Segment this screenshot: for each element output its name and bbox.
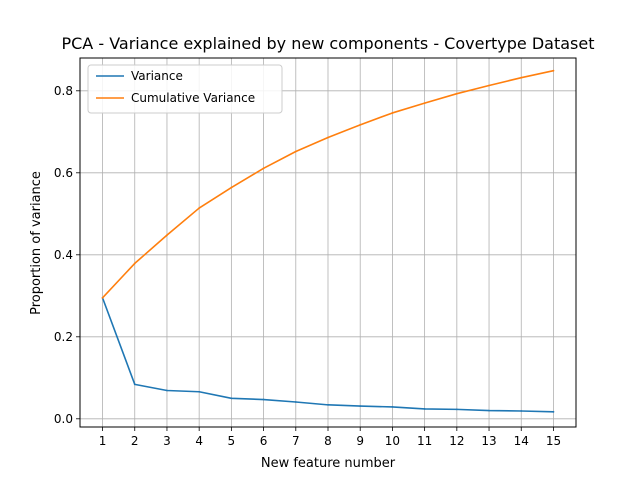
y-axis-label: Proportion of variance: [29, 171, 44, 315]
data-point: [391, 406, 394, 408]
x-tick-label: 11: [417, 434, 432, 448]
data-point: [520, 76, 523, 79]
data-point: [166, 234, 168, 237]
x-tick-label: 15: [546, 434, 561, 448]
data-point: [262, 398, 265, 401]
y-tick-label: 0.4: [54, 248, 73, 262]
data-point: [488, 409, 490, 412]
x-tick-label: 1: [99, 434, 107, 448]
legend: Variance Cumulative Variance: [87, 64, 283, 114]
data-point: [101, 296, 104, 299]
y-tick-label: 0.0: [54, 412, 73, 426]
x-tick-label: 7: [292, 434, 300, 448]
data-point: [423, 102, 426, 104]
data-point: [488, 84, 490, 87]
series-lines: [101, 69, 555, 413]
legend-box: [87, 64, 283, 114]
x-tick-label: 13: [481, 434, 496, 448]
data-point: [391, 112, 394, 114]
data-point: [552, 69, 555, 72]
data-point: [520, 410, 523, 412]
x-tick-label: 4: [195, 434, 203, 448]
data-point: [423, 408, 426, 410]
data-point: [133, 262, 136, 265]
data-point: [133, 383, 136, 386]
x-tick-label: 9: [356, 434, 364, 448]
x-tick-label: 3: [163, 434, 171, 448]
data-point: [455, 408, 458, 411]
chart-title: PCA - Variance explained by new componen…: [61, 34, 594, 53]
data-point: [230, 397, 233, 400]
data-point: [359, 123, 362, 126]
data-point: [294, 150, 297, 153]
data-point: [262, 167, 265, 170]
x-tick-label: 6: [260, 434, 268, 448]
x-tick-label: 8: [324, 434, 332, 448]
y-tick-label: 0.2: [54, 330, 73, 344]
data-point: [166, 389, 168, 392]
x-tick-label: 5: [228, 434, 236, 448]
x-tick-label: 2: [131, 434, 139, 448]
x-tick-label: 12: [449, 434, 464, 448]
x-tick-label: 14: [514, 434, 529, 448]
y-tick-label: 0.8: [54, 84, 73, 98]
legend-label: Variance: [131, 69, 183, 83]
data-point: [198, 207, 201, 209]
data-point: [327, 136, 329, 139]
data-point: [327, 403, 329, 406]
data-point: [359, 405, 362, 407]
grid-lines: [80, 58, 576, 427]
x-axis-label: New feature number: [261, 456, 396, 471]
legend-label: Cumulative Variance: [131, 91, 255, 105]
axis-ticks: 1 2 3 4 5 6 7 8 9 10 11 12 13 14 150.00.20.40.60.8: [54, 84, 561, 448]
data-point: [552, 410, 555, 413]
data-point: [294, 401, 297, 403]
y-tick-label: 0.6: [54, 166, 73, 180]
data-point: [455, 92, 458, 95]
data-point: [230, 186, 233, 189]
data-point: [198, 390, 201, 393]
x-tick-label: 10: [385, 434, 400, 448]
